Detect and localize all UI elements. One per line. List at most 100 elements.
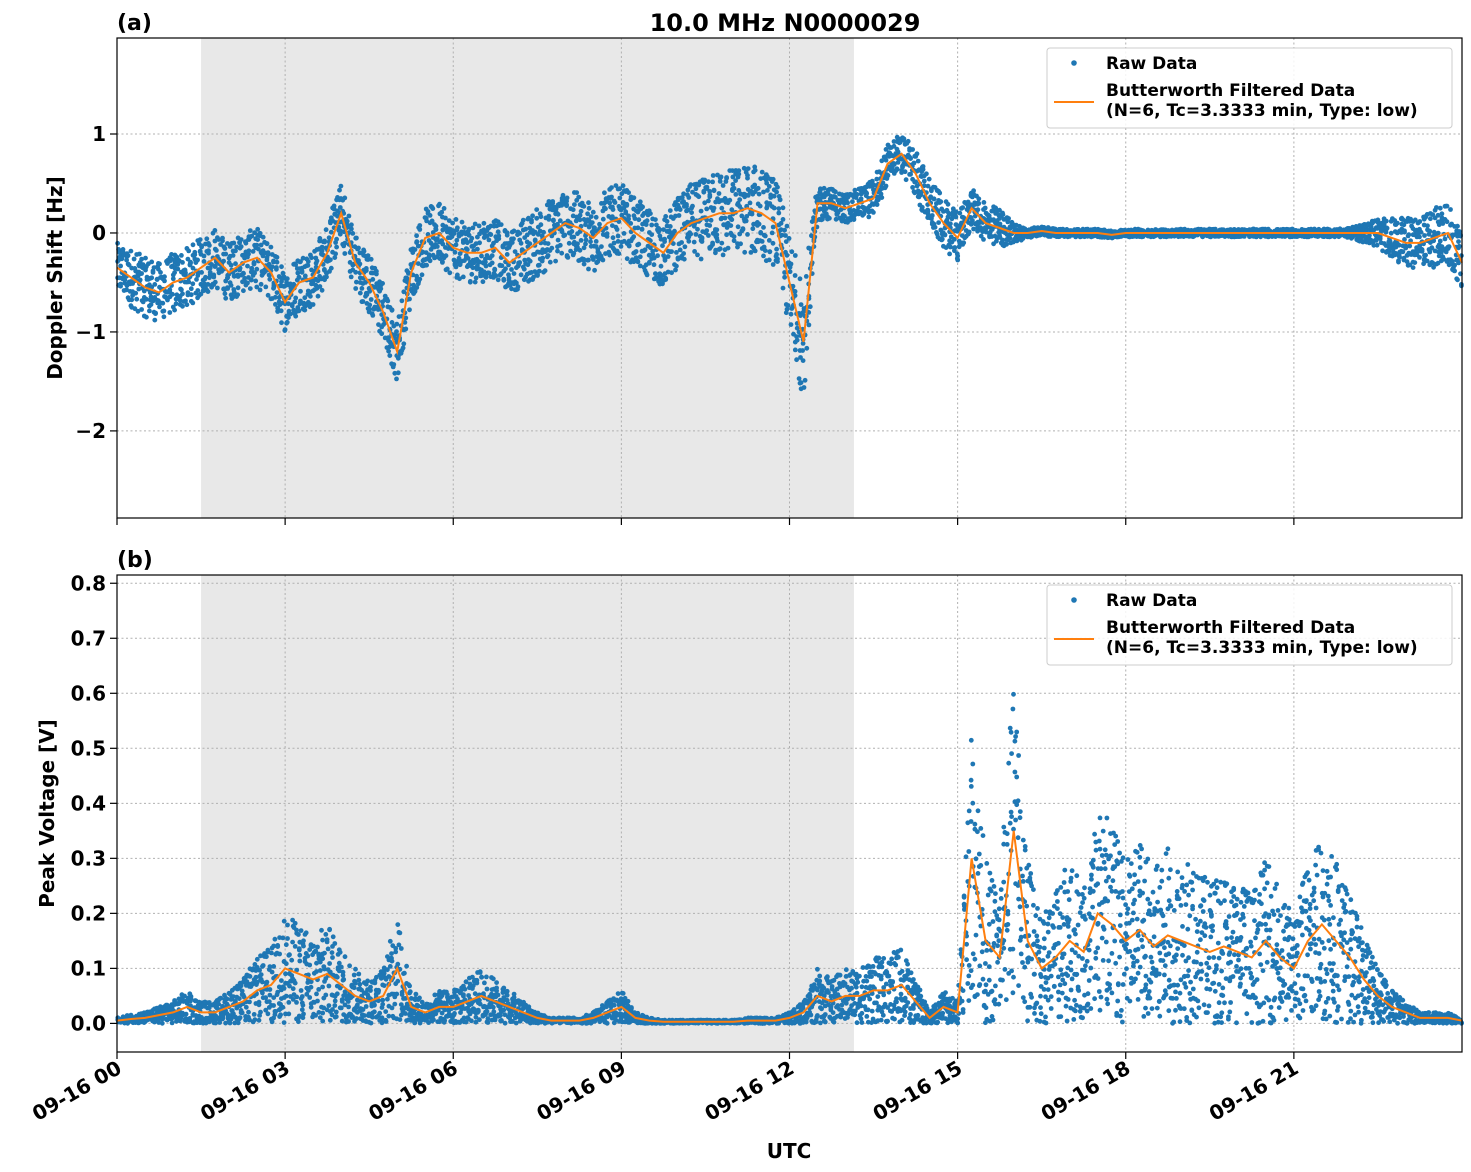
raw-data-point [124, 287, 129, 293]
raw-data-point [1448, 207, 1453, 212]
raw-data-point [710, 179, 715, 185]
raw-data-point [160, 300, 166, 306]
raw-data-point [850, 199, 855, 205]
raw-data-point [488, 232, 494, 238]
raw-data-point [230, 253, 236, 258]
raw-data-point [883, 157, 889, 163]
raw-data-point [617, 195, 623, 201]
y-axis-ticks: −2−101 [75, 122, 117, 443]
raw-data-point [290, 986, 296, 992]
raw-data-point [195, 257, 201, 263]
raw-data-point [274, 254, 280, 260]
raw-data-point [714, 227, 720, 233]
raw-data-point [157, 304, 162, 310]
raw-data-point [287, 952, 292, 958]
raw-data-point [1444, 203, 1450, 209]
raw-data-point [742, 249, 748, 255]
raw-data-point [283, 961, 289, 967]
raw-data-point [315, 293, 321, 299]
raw-data-point [248, 277, 254, 283]
raw-data-point [492, 267, 498, 272]
raw-data-point [495, 277, 501, 283]
raw-data-point [212, 238, 218, 244]
raw-data-point [134, 296, 140, 302]
raw-data-point [256, 246, 261, 252]
raw-data-point [293, 313, 299, 319]
panel-label: (a) [117, 11, 152, 36]
raw-data-point [489, 253, 495, 258]
raw-data-point [1422, 233, 1427, 238]
raw-data-point [137, 277, 143, 283]
raw-data-point [976, 201, 982, 206]
raw-data-point [221, 258, 227, 264]
raw-data-point [349, 226, 354, 232]
raw-data-point [774, 252, 779, 257]
raw-data-point [233, 248, 238, 254]
raw-data-point [607, 252, 613, 258]
raw-data-point [866, 214, 872, 220]
raw-data-point [344, 218, 350, 224]
raw-data-point [190, 300, 196, 306]
raw-data-point [511, 271, 517, 276]
raw-data-point [372, 284, 378, 290]
raw-data-point [518, 272, 524, 278]
raw-data-point [380, 281, 385, 286]
raw-data-point [856, 205, 861, 210]
raw-data-point [757, 203, 763, 209]
raw-data-point [788, 311, 794, 317]
raw-data-point [710, 173, 716, 178]
raw-data-point [264, 241, 270, 246]
raw-data-point [581, 261, 587, 267]
raw-data-point [745, 175, 750, 181]
raw-data-point [342, 954, 348, 960]
raw-data-point [755, 185, 761, 191]
raw-data-point [476, 223, 482, 229]
raw-data-point [655, 253, 660, 259]
raw-data-point [955, 257, 961, 263]
raw-data-point [549, 245, 555, 251]
raw-data-point [192, 249, 198, 255]
raw-data-point [220, 235, 225, 241]
raw-data-point [570, 207, 576, 213]
raw-data-point [789, 249, 795, 255]
raw-data-point [669, 270, 674, 276]
raw-data-point [775, 256, 780, 262]
raw-data-point [190, 265, 196, 271]
raw-data-point [776, 206, 782, 212]
raw-data-point [536, 268, 542, 274]
raw-data-point [496, 236, 502, 242]
raw-data-point [695, 226, 700, 232]
x-axis-ticks [116, 518, 1295, 525]
raw-data-point [517, 231, 523, 236]
raw-data-point [740, 227, 746, 233]
raw-data-point [564, 195, 570, 201]
raw-data-point [317, 968, 323, 973]
raw-data-point [921, 178, 927, 184]
raw-data-point [562, 232, 568, 238]
raw-data-point [179, 287, 184, 293]
raw-data-point [222, 291, 228, 297]
raw-data-point [406, 271, 411, 276]
raw-data-point [199, 243, 205, 249]
raw-data-point [711, 205, 717, 211]
raw-data-point [212, 279, 218, 285]
raw-data-point [147, 290, 153, 296]
raw-data-point [285, 936, 290, 941]
raw-data-point [427, 258, 433, 264]
raw-data-point [610, 235, 616, 241]
raw-data-point [341, 977, 347, 982]
raw-data-point [769, 230, 775, 236]
raw-data-point [332, 998, 338, 1004]
raw-data-point [782, 274, 787, 280]
raw-data-point [237, 1015, 243, 1020]
raw-data-point [467, 279, 473, 284]
raw-data-point [122, 277, 128, 283]
raw-data-point [631, 195, 637, 201]
raw-data-point [301, 1011, 306, 1017]
raw-data-point [207, 243, 212, 248]
raw-data-point [766, 257, 772, 263]
raw-data-point [559, 250, 565, 256]
raw-data-point [688, 231, 694, 237]
raw-data-point [314, 258, 320, 264]
raw-data-point [792, 347, 798, 353]
